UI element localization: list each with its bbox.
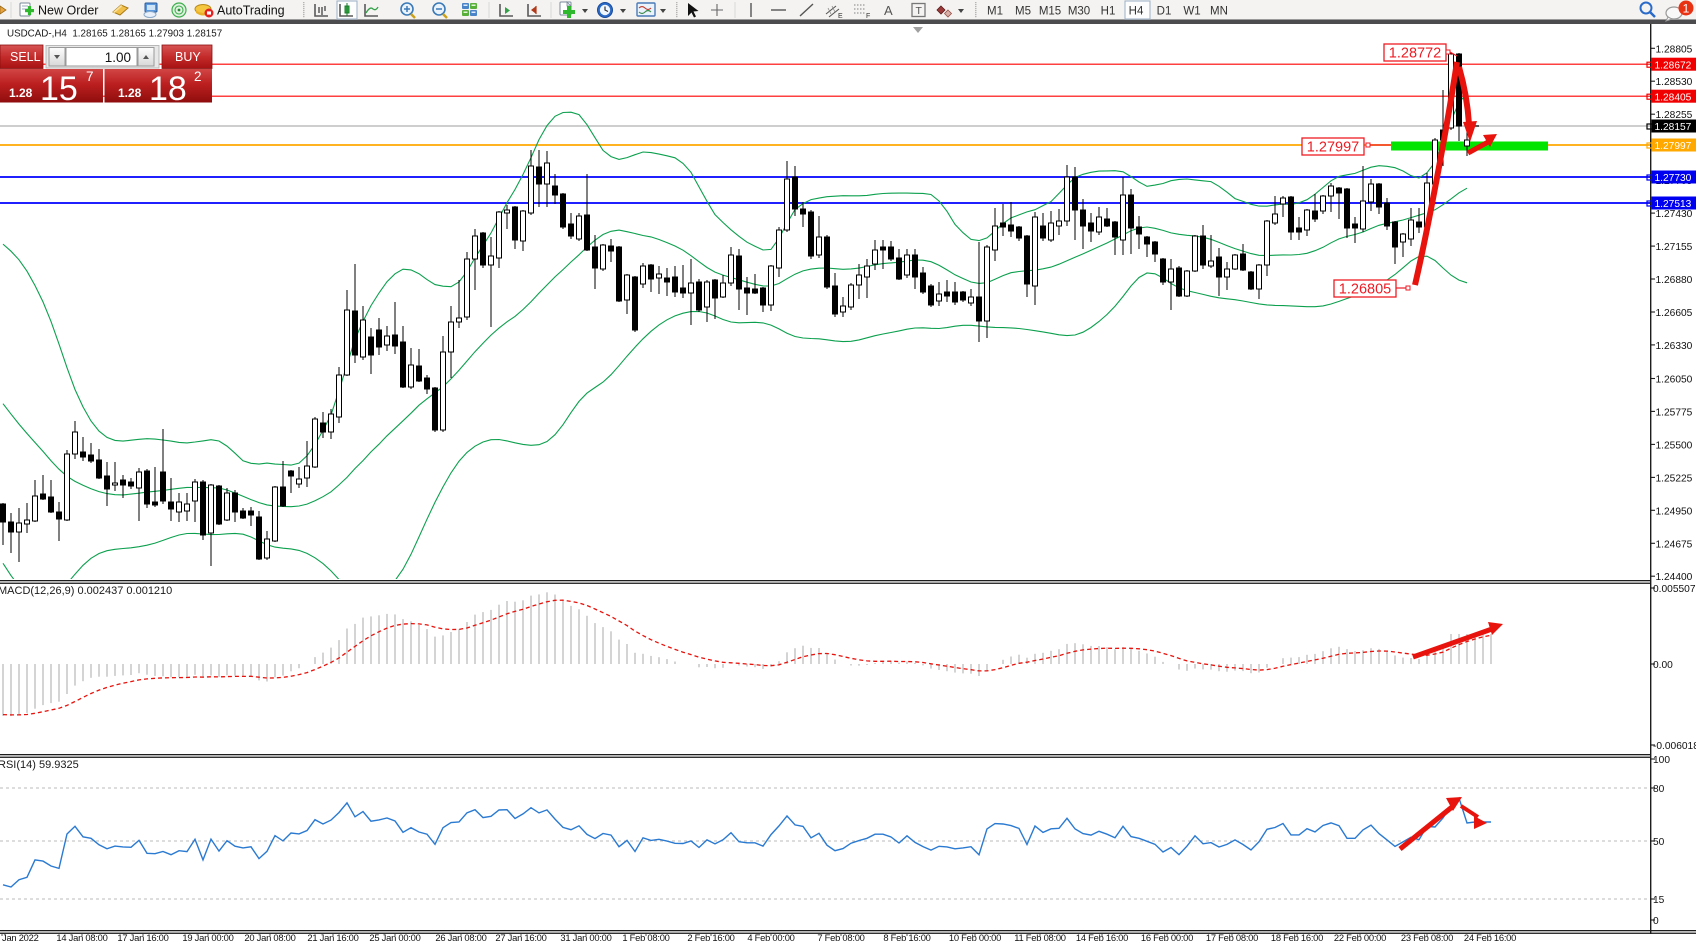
svg-text:M1: M1 — [987, 6, 1003, 18]
svg-text:1.26605: 1.26605 — [1656, 308, 1693, 319]
svg-text:A: A — [884, 3, 893, 18]
svg-text:17 Feb 08:00: 17 Feb 08:00 — [1206, 932, 1258, 943]
svg-text:15: 15 — [1653, 895, 1665, 906]
svg-text:1.24950: 1.24950 — [1656, 506, 1693, 517]
svg-text:16 Feb 00:00: 16 Feb 00:00 — [1141, 932, 1193, 943]
svg-text:11 Feb 08:00: 11 Feb 08:00 — [1014, 932, 1066, 943]
svg-text:Jan 2022: Jan 2022 — [2, 932, 39, 943]
svg-text:1.27997: 1.27997 — [1307, 140, 1359, 156]
svg-text:4 Feb 00:00: 4 Feb 00:00 — [747, 932, 794, 943]
svg-text:M15: M15 — [1039, 6, 1061, 18]
svg-text:1.00: 1.00 — [105, 50, 131, 65]
svg-text:7: 7 — [86, 69, 94, 84]
svg-text:H1: H1 — [1101, 6, 1116, 18]
svg-text:18: 18 — [149, 70, 187, 108]
svg-text:USDCAD-,H4 1.28165 1.28165 1.: USDCAD-,H4 1.28165 1.28165 1.27903 1.281… — [7, 29, 222, 40]
svg-text:22 Feb 00:00: 22 Feb 00:00 — [1334, 932, 1386, 943]
svg-text:0.005507: 0.005507 — [1653, 584, 1696, 595]
svg-text:1.26330: 1.26330 — [1656, 341, 1693, 352]
svg-text:31 Jan 00:00: 31 Jan 00:00 — [560, 932, 611, 943]
svg-text:27 Jan 16:00: 27 Jan 16:00 — [495, 932, 546, 943]
svg-text:8 Feb 16:00: 8 Feb 16:00 — [883, 932, 930, 943]
svg-text:1.27155: 1.27155 — [1656, 242, 1693, 253]
svg-text:50: 50 — [1653, 837, 1665, 848]
svg-text:10 Feb 00:00: 10 Feb 00:00 — [949, 932, 1001, 943]
svg-text:17 Jan 16:00: 17 Jan 16:00 — [117, 932, 168, 943]
svg-text:7 Feb 08:00: 7 Feb 08:00 — [817, 932, 864, 943]
svg-text:18 Feb 16:00: 18 Feb 16:00 — [1271, 932, 1323, 943]
svg-text:25 Jan 00:00: 25 Jan 00:00 — [369, 932, 420, 943]
svg-text:1.25500: 1.25500 — [1656, 440, 1693, 451]
svg-text:0.00: 0.00 — [1653, 660, 1673, 671]
svg-text:W1: W1 — [1183, 6, 1200, 18]
svg-text:19 Jan 00:00: 19 Jan 00:00 — [182, 932, 233, 943]
svg-text:21 Jan 16:00: 21 Jan 16:00 — [307, 932, 358, 943]
svg-text:80: 80 — [1653, 784, 1665, 795]
svg-text:0: 0 — [1653, 916, 1659, 927]
svg-text:T: T — [916, 5, 923, 17]
svg-text:1.26805: 1.26805 — [1339, 282, 1391, 298]
svg-text:MACD(12,26,9) 0.002437 0.00121: MACD(12,26,9) 0.002437 0.001210 — [0, 585, 172, 597]
svg-text:1: 1 — [1683, 2, 1690, 16]
svg-text:AutoTrading: AutoTrading — [217, 4, 285, 18]
svg-text:M30: M30 — [1068, 6, 1090, 18]
svg-text:1.28772: 1.28772 — [1389, 46, 1441, 62]
svg-text:1.28405: 1.28405 — [1655, 92, 1692, 103]
svg-text:20 Jan 08:00: 20 Jan 08:00 — [244, 932, 295, 943]
svg-text:H4: H4 — [1129, 6, 1144, 18]
svg-text:E: E — [838, 13, 843, 20]
svg-text:1.27997: 1.27997 — [1655, 141, 1692, 152]
svg-text:24 Feb 16:00: 24 Feb 16:00 — [1464, 932, 1516, 943]
svg-text:BUY: BUY — [175, 50, 201, 64]
svg-text:1.28805: 1.28805 — [1656, 44, 1693, 55]
svg-text:1.28530: 1.28530 — [1656, 77, 1693, 88]
svg-text:MN: MN — [1210, 6, 1228, 18]
svg-text:26 Jan 08:00: 26 Jan 08:00 — [435, 932, 486, 943]
svg-text:New Order: New Order — [38, 4, 98, 18]
svg-text:1.27513: 1.27513 — [1655, 199, 1692, 210]
svg-text:1.27430: 1.27430 — [1656, 209, 1693, 220]
svg-text:RSI(14) 59.9325: RSI(14) 59.9325 — [0, 759, 79, 771]
svg-text:1.25225: 1.25225 — [1656, 473, 1693, 484]
svg-text:100: 100 — [1653, 755, 1670, 766]
svg-text:M5: M5 — [1015, 6, 1031, 18]
svg-text:1.27730: 1.27730 — [1655, 173, 1692, 184]
svg-text:2: 2 — [194, 69, 202, 84]
svg-text:1.28: 1.28 — [9, 86, 33, 100]
svg-text:23 Feb 08:00: 23 Feb 08:00 — [1401, 932, 1453, 943]
svg-text:1 Feb 08:00: 1 Feb 08:00 — [622, 932, 669, 943]
svg-text:SELL: SELL — [10, 50, 41, 64]
svg-text:1.26050: 1.26050 — [1656, 375, 1693, 386]
svg-text:15: 15 — [40, 70, 78, 108]
svg-text:1.26880: 1.26880 — [1656, 275, 1693, 286]
svg-text:D1: D1 — [1157, 6, 1172, 18]
svg-text:1.28: 1.28 — [118, 86, 142, 100]
svg-text:2 Feb 16:00: 2 Feb 16:00 — [687, 932, 734, 943]
svg-text:14 Jan 08:00: 14 Jan 08:00 — [56, 932, 107, 943]
svg-text:-0.006018: -0.006018 — [1653, 741, 1696, 752]
svg-text:1.28672: 1.28672 — [1655, 60, 1692, 71]
svg-text:1.28157: 1.28157 — [1655, 122, 1692, 133]
svg-text:14 Feb 16:00: 14 Feb 16:00 — [1076, 932, 1128, 943]
svg-text:1.24675: 1.24675 — [1656, 539, 1693, 550]
svg-text:1.25775: 1.25775 — [1656, 407, 1693, 418]
svg-text:F: F — [866, 13, 870, 20]
svg-text:1.24400: 1.24400 — [1656, 572, 1693, 583]
